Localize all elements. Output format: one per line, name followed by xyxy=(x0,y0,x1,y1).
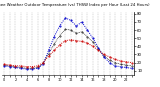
Text: Milwaukee Weather Outdoor Temperature (vs) THSW Index per Hour (Last 24 Hours): Milwaukee Weather Outdoor Temperature (v… xyxy=(0,3,149,7)
